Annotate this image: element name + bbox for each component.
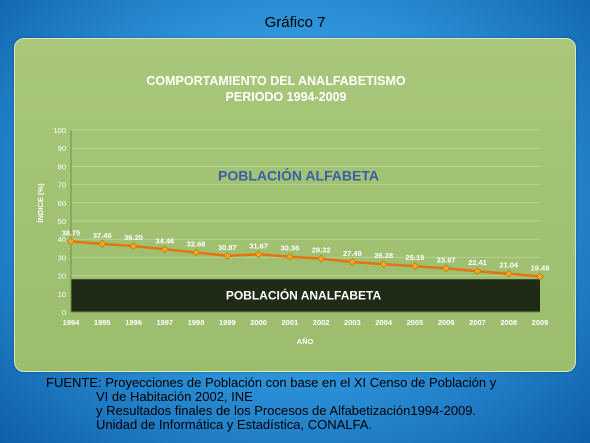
data-point	[442, 264, 451, 273]
data-label: 37.46	[93, 231, 112, 240]
data-point	[67, 237, 75, 246]
x-tick-label: 1997	[156, 318, 173, 327]
data-label: 27.49	[343, 249, 362, 258]
data-point	[536, 272, 544, 281]
series-polyline	[70, 240, 541, 278]
y-tick-label: 30	[58, 253, 66, 262]
data-point	[379, 260, 388, 269]
y-tick-label: 90	[58, 144, 66, 153]
source-line-2: VI de Habitación 2002, INE	[96, 389, 253, 404]
x-tick-label: 1994	[63, 318, 81, 327]
data-point	[473, 267, 482, 276]
data-label: 34.46	[155, 236, 174, 245]
y-tick-label: 60	[58, 199, 66, 208]
data-label: 22.41	[468, 258, 487, 267]
source-note: FUENTE: Proyecciones de Población con ba…	[46, 376, 576, 432]
data-point	[411, 262, 419, 271]
y-tick-label: 40	[58, 235, 66, 244]
data-label: 30.36	[280, 244, 299, 253]
x-tick-label: 2004	[375, 318, 393, 327]
x-tick-label: 2006	[438, 318, 455, 327]
x-tick-label: 2005	[407, 318, 424, 327]
x-tick-label: 1996	[125, 318, 142, 327]
data-label: 31.67	[249, 241, 268, 250]
data-label: 32.68	[187, 240, 206, 249]
y-tick-label: 50	[58, 217, 66, 226]
source-line-4: Unidad de Informática y Estadística, CON…	[96, 417, 373, 432]
y-tick-label: 100	[53, 126, 66, 135]
x-axis-label: AÑO	[297, 337, 314, 346]
data-point	[254, 250, 263, 259]
chart-subtitle: PERIODO 1994-2009	[226, 90, 347, 104]
y-axis-label: ÍNDICE (%)	[36, 183, 45, 223]
y-tick-label: 10	[58, 290, 66, 299]
region-bands: POBLACIÓN ANALFABETA POBLACIÓN ALFABETA	[71, 167, 540, 312]
y-tick-label: 0	[62, 308, 66, 317]
lower-region-label: POBLACIÓN ANALFABETA	[226, 288, 382, 303]
data-label: 36.20	[124, 233, 143, 242]
x-tick-label: 2002	[313, 318, 330, 327]
source-line-1: FUENTE: Proyecciones de Población con ba…	[46, 375, 497, 390]
data-label: 29.32	[312, 246, 331, 255]
y-tick-label: 70	[58, 181, 66, 190]
data-point	[160, 245, 169, 254]
chart-panel	[14, 38, 576, 372]
y-tick-label: 20	[58, 272, 66, 281]
data-label: 21.04	[499, 261, 519, 270]
data-label: 25.19	[406, 253, 425, 262]
data-label: 23.97	[437, 255, 456, 264]
data-point	[285, 252, 294, 261]
series-line: 38.75 37.46 36.20 34.46 32.68 30.87 31.67 30.36…	[62, 228, 550, 281]
x-tick-label: 2000	[250, 318, 267, 327]
data-label: 38.75	[62, 228, 81, 237]
x-tick-label: 2009	[532, 318, 549, 327]
lower-region-band	[71, 279, 540, 312]
data-label: 19.48	[531, 264, 550, 273]
data-point	[348, 258, 357, 266]
slide-title: Gráfico 7	[264, 14, 326, 31]
x-tick-label: 2001	[282, 318, 299, 327]
x-tick-label: 1998	[188, 318, 205, 327]
y-tick-label: 80	[58, 162, 66, 171]
data-label: 26.28	[374, 251, 393, 260]
x-tick-label: 2007	[469, 318, 486, 327]
data-point	[504, 269, 513, 278]
axes: 0 10 20 30 40 50 60 70 80 90 100 1994 1995 1996 1997 19…	[53, 126, 548, 327]
data-point	[223, 251, 232, 260]
data-point	[192, 248, 200, 257]
data-point	[317, 254, 326, 263]
x-tick-label: 2008	[500, 318, 517, 327]
data-point	[98, 239, 107, 248]
data-label: 30.87	[218, 243, 237, 252]
upper-region-label: POBLACIÓN ALFABETA	[218, 167, 379, 184]
data-point	[129, 242, 138, 251]
x-tick-label: 2003	[344, 318, 361, 327]
chart-title: COMPORTAMIENTO DEL ANALFABETISMO	[146, 74, 406, 88]
x-tick-label: 1995	[94, 318, 111, 327]
source-line-3: y Resultados finales de los Procesos de …	[96, 403, 477, 418]
x-tick-label: 1999	[219, 318, 236, 327]
